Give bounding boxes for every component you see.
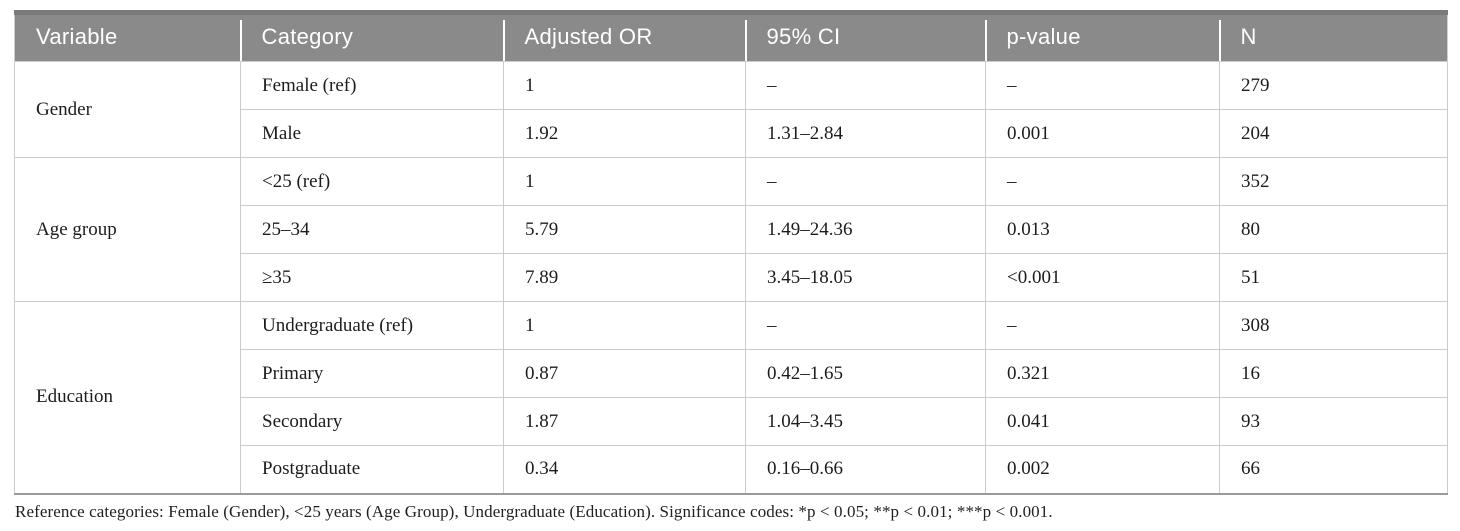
col-header-adjusted-or: Adjusted OR: [502, 10, 746, 64]
cell-p-value: <0.001: [985, 253, 1220, 302]
cell-adjusted-or: 0.87: [503, 349, 746, 398]
table-header: Variable Category Adjusted OR 95% CI p-v…: [14, 10, 1448, 64]
cell-category: 25–34: [240, 205, 504, 254]
col-header-p-value: p-value: [984, 10, 1220, 64]
cell-p-value: –: [985, 61, 1220, 110]
table-row: Primary 0.87 0.42–1.65 0.321 16: [15, 349, 1448, 398]
cell-adjusted-or: 1: [503, 61, 746, 110]
cell-category: Primary: [240, 349, 504, 398]
table-row: Gender Female (ref) 1 – – 279: [14, 61, 1448, 158]
table-row: 25–34 5.79 1.49–24.36 0.013 80: [15, 205, 1448, 254]
cell-variable: Age group: [14, 157, 241, 302]
cell-ci: –: [745, 301, 986, 350]
cell-adjusted-or: 1: [503, 301, 746, 350]
cell-n: 279: [1219, 61, 1448, 110]
table-footnote: Reference categories: Female (Gender), <…: [15, 501, 1053, 521]
cell-n: 308: [1219, 301, 1448, 350]
table-body: Gender Female (ref) 1 – – 279 Male 1.92 …: [14, 61, 1448, 494]
regression-results-table: Variable Category Adjusted OR 95% CI p-v…: [14, 10, 1448, 495]
cell-n: 352: [1219, 157, 1448, 206]
cell-ci: –: [745, 61, 986, 110]
cell-ci: 1.04–3.45: [745, 397, 986, 446]
table-row: Postgraduate 0.34 0.16–0.66 0.002 66: [15, 445, 1448, 494]
cell-category: Postgraduate: [240, 445, 504, 494]
cell-p-value: 0.013: [985, 205, 1220, 254]
col-header-95-ci: 95% CI: [744, 10, 986, 64]
cell-category: Male: [240, 109, 504, 158]
cell-adjusted-or: 1.92: [503, 109, 746, 158]
cell-adjusted-or: 0.34: [503, 445, 746, 494]
cell-ci: 0.42–1.65: [745, 349, 986, 398]
cell-variable: Gender: [14, 61, 241, 158]
cell-p-value: 0.041: [985, 397, 1220, 446]
cell-category: ≥35: [240, 253, 504, 302]
cell-ci: 3.45–18.05: [745, 253, 986, 302]
cell-n: 66: [1219, 445, 1448, 494]
cell-ci: 0.16–0.66: [745, 445, 986, 494]
table-row: Age group <25 (ref) 1 – – 352: [14, 157, 1448, 302]
cell-p-value: –: [985, 157, 1220, 206]
cell-p-value: 0.002: [985, 445, 1220, 494]
header-row: Variable Category Adjusted OR 95% CI p-v…: [14, 10, 1448, 64]
cell-ci: 1.49–24.36: [745, 205, 986, 254]
cell-category: Female (ref): [240, 61, 504, 110]
cell-variable: Education: [14, 301, 241, 494]
col-header-category: Category: [239, 10, 504, 64]
cell-category: <25 (ref): [240, 157, 504, 206]
cell-n: 51: [1219, 253, 1448, 302]
cell-p-value: 0.321: [985, 349, 1220, 398]
cell-adjusted-or: 5.79: [503, 205, 746, 254]
cell-ci: 1.31–2.84: [745, 109, 986, 158]
col-header-n: N: [1218, 10, 1448, 64]
cell-adjusted-or: 1: [503, 157, 746, 206]
cell-adjusted-or: 1.87: [503, 397, 746, 446]
cell-n: 16: [1219, 349, 1448, 398]
cell-p-value: –: [985, 301, 1220, 350]
cell-n: 204: [1219, 109, 1448, 158]
cell-adjusted-or: 7.89: [503, 253, 746, 302]
cell-p-value: 0.001: [985, 109, 1220, 158]
cell-ci: –: [745, 157, 986, 206]
cell-category: Undergraduate (ref): [240, 301, 504, 350]
table-row: Male 1.92 1.31–2.84 0.001 204: [15, 109, 1448, 158]
table-row: Secondary 1.87 1.04–3.45 0.041 93: [15, 397, 1448, 446]
cell-n: 93: [1219, 397, 1448, 446]
col-header-variable: Variable: [14, 10, 241, 62]
cell-n: 80: [1219, 205, 1448, 254]
cell-category: Secondary: [240, 397, 504, 446]
table-row: ≥35 7.89 3.45–18.05 <0.001 51: [15, 253, 1448, 302]
table-row: Education Undergraduate (ref) 1 – – 308: [14, 301, 1448, 494]
